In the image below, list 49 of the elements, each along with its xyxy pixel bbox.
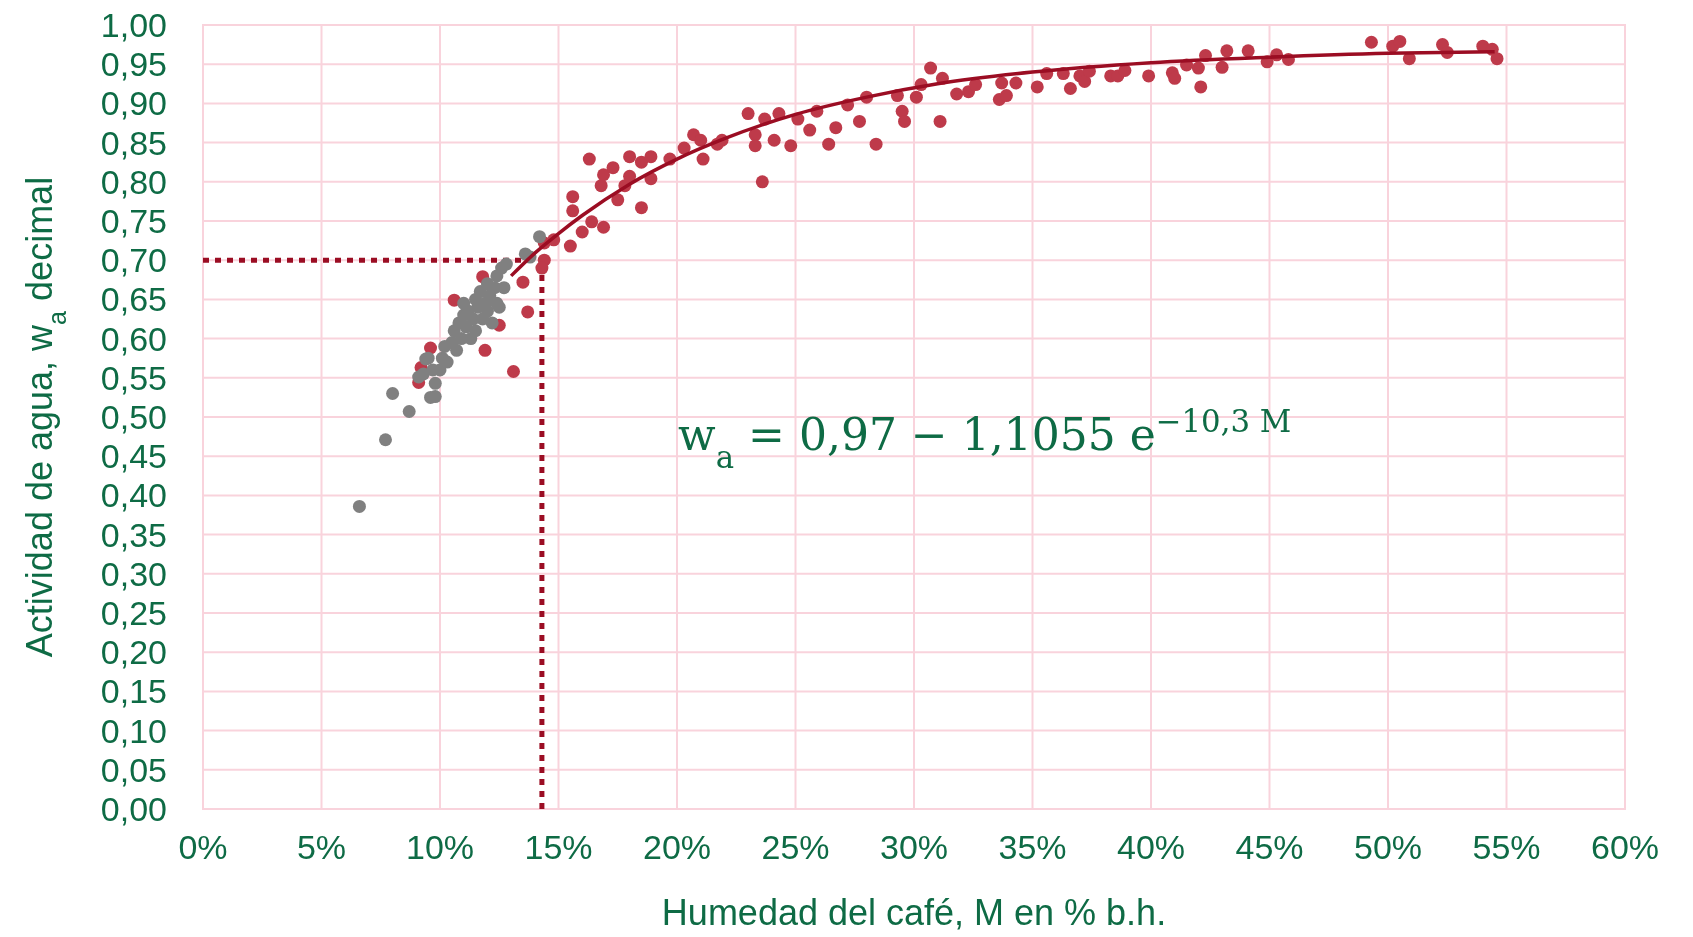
annotation: w$_{a}$ = 0,97 − 1,1055 e$^{−10,3 M}$ bbox=[678, 403, 1292, 475]
point bbox=[402, 405, 416, 419]
y-tick-label: 0,80 bbox=[100, 162, 167, 201]
y-tick-label: 0,55 bbox=[100, 358, 167, 397]
y-tick-label: 0,25 bbox=[100, 594, 167, 632]
point bbox=[386, 386, 400, 400]
y-tick-label: 0,65 bbox=[100, 280, 167, 319]
point bbox=[485, 316, 499, 330]
y-tick-label: 0,10 bbox=[100, 711, 167, 750]
x-tick-label: 45% bbox=[1235, 828, 1304, 866]
y-tick-label: 1,00 bbox=[100, 6, 167, 44]
y-tick-label: 0,05 bbox=[100, 750, 167, 789]
x-tick-label: 55% bbox=[1472, 828, 1541, 866]
x-tick-label: 30% bbox=[879, 828, 949, 866]
y-tick-label: 0,85 bbox=[100, 123, 167, 162]
y-tick-label: 0,40 bbox=[100, 476, 167, 515]
point bbox=[497, 281, 511, 295]
y-tick-label: 0,60 bbox=[100, 319, 167, 358]
x-tick-label: 0% bbox=[178, 828, 228, 866]
x-tick-label: 35% bbox=[998, 828, 1067, 866]
point bbox=[469, 324, 483, 338]
x-tick-label: 15% bbox=[524, 828, 593, 866]
point bbox=[450, 343, 464, 357]
point bbox=[378, 433, 392, 447]
y-tick-label: 0,70 bbox=[100, 241, 167, 280]
x-tick-label: 10% bbox=[405, 828, 475, 866]
y-tick-label: 0,30 bbox=[100, 554, 167, 593]
y-tick-label: 0,00 bbox=[100, 790, 167, 828]
point bbox=[492, 300, 506, 314]
y-tick-label: 0,50 bbox=[100, 398, 167, 436]
point bbox=[533, 230, 547, 244]
point bbox=[480, 304, 494, 318]
y-tick-label: 0,95 bbox=[100, 45, 167, 84]
x-axis-title: Humedad del café, M en % b.h. bbox=[661, 892, 1167, 933]
y-tick-label: 0,20 bbox=[100, 633, 167, 672]
x-tick-label: 50% bbox=[1353, 828, 1423, 866]
x-tick-label: 40% bbox=[1116, 828, 1186, 866]
y-tick-label: 0,90 bbox=[100, 84, 167, 123]
point bbox=[499, 257, 513, 271]
point bbox=[428, 376, 442, 390]
y-tick-label: 0,15 bbox=[100, 672, 167, 711]
x-tick-label: 20% bbox=[642, 828, 712, 866]
x-tick-label: 60% bbox=[1590, 828, 1660, 866]
x-tick-label: 5% bbox=[296, 828, 347, 866]
y-tick-label: 0,45 bbox=[100, 437, 167, 476]
point bbox=[352, 499, 366, 513]
y-tick-label: 0,35 bbox=[100, 515, 167, 554]
y-tick-label: 0,75 bbox=[100, 202, 167, 240]
x-tick-label: 25% bbox=[761, 828, 830, 866]
